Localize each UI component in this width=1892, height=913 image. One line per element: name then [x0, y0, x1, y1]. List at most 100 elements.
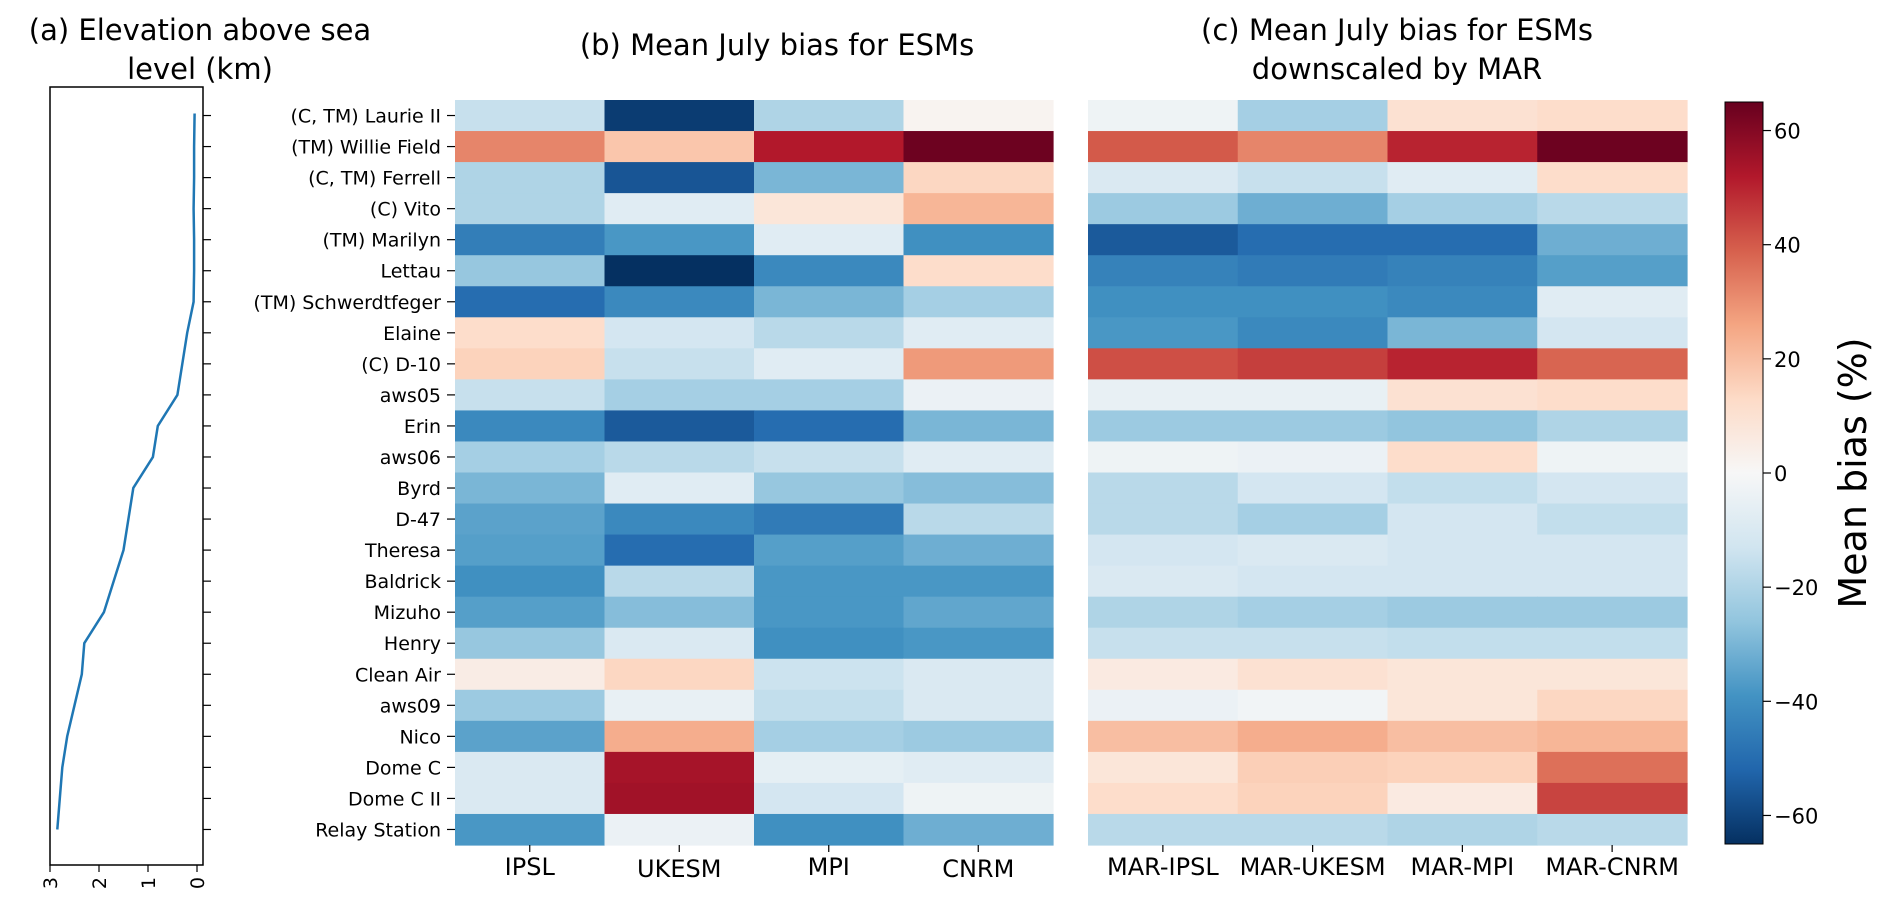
esm-cell [754, 689, 905, 722]
mar-cell [1088, 410, 1239, 443]
esm-cell [604, 627, 755, 660]
esm-cell [455, 596, 606, 629]
elevation-title-line1: (a) Elevation above sea [29, 13, 371, 47]
mar-cell [1387, 720, 1538, 753]
mar-cell [1237, 286, 1389, 318]
esm-cell [604, 720, 755, 753]
mar-cell [1387, 596, 1538, 629]
esm-cell [604, 379, 755, 412]
elevation-title-line2: level (km) [127, 52, 273, 86]
esm-heatmap-panel: (b) Mean July bias for ESMs (C, TM) Laur… [253, 28, 1054, 883]
esm-cell [903, 162, 1054, 194]
esm-cell [754, 317, 905, 349]
esm-cell [754, 658, 905, 691]
mar-cell [1237, 658, 1389, 691]
esm-col-label: UKESM [637, 855, 721, 883]
esm-cell [455, 689, 606, 722]
elevation-x-tick-label: 1 [138, 877, 160, 889]
esm-cell [754, 627, 905, 660]
mar-cell [1537, 348, 1688, 380]
esm-cell [754, 565, 905, 598]
esm-cell [455, 100, 606, 132]
mar-cell [1387, 441, 1538, 474]
station-label: Clean Air [355, 664, 441, 686]
esm-cell [903, 782, 1054, 815]
mar-cell [1088, 782, 1239, 815]
colorbar: 60 40 20 0 −20 −40 −60 Mean bias (%) [1724, 101, 1875, 845]
esm-cell [754, 286, 905, 318]
mar-cell [1237, 813, 1389, 846]
mar-col-label: MAR-UKESM [1240, 853, 1386, 881]
mar-col-label: MAR-MPI [1411, 853, 1515, 881]
esm-cell [455, 627, 606, 660]
colorbar-tick-label: −40 [1774, 690, 1818, 714]
esm-col-label: CNRM [942, 855, 1014, 883]
esm-cell [754, 379, 905, 412]
esm-cell [903, 131, 1054, 163]
esm-cell [604, 782, 755, 815]
elevation-line [56, 113, 196, 830]
mar-cell [1537, 100, 1688, 132]
esm-cell [604, 193, 755, 225]
mar-cell [1088, 596, 1239, 629]
station-label: (TM) Willie Field [291, 137, 441, 159]
mar-cell [1387, 472, 1538, 505]
mar-cell [1387, 782, 1538, 815]
elevation-x-tick-label: 0 [187, 877, 209, 889]
mar-cell [1237, 224, 1389, 256]
esm-cell [455, 193, 606, 225]
esm-col-label: IPSL [505, 853, 556, 881]
esm-cell [754, 193, 905, 225]
mar-cell [1088, 658, 1239, 691]
esm-cell [903, 100, 1054, 132]
esm-cell [604, 503, 755, 536]
esm-cell [604, 441, 755, 474]
esm-cell [754, 410, 905, 443]
mar-cell [1387, 131, 1538, 163]
mar-cell [1537, 813, 1688, 846]
mar-cell [1088, 503, 1239, 536]
esm-cell [754, 100, 905, 132]
station-label: Nico [399, 726, 441, 748]
esm-cell [604, 565, 755, 598]
mar-cell [1387, 348, 1538, 380]
esm-cell [604, 100, 755, 132]
mar-cell [1088, 565, 1239, 598]
mar-cell [1237, 131, 1389, 163]
esm-cell [455, 565, 606, 598]
esm-cell [455, 503, 606, 536]
esm-cell [903, 379, 1054, 412]
mar-cell [1237, 720, 1389, 753]
esm-cell [903, 317, 1054, 349]
mar-cell [1237, 689, 1389, 722]
esm-cell [903, 534, 1054, 567]
esm-cell [455, 441, 606, 474]
esm-cell [455, 751, 606, 784]
mar-cell [1088, 224, 1239, 256]
esm-cell [754, 813, 905, 846]
esm-cell [903, 720, 1054, 753]
esm-cell [604, 410, 755, 443]
station-label: Lettau [380, 261, 441, 283]
esm-cell [754, 131, 905, 163]
esm-cell [604, 224, 755, 256]
mar-cell [1537, 162, 1688, 194]
mar-cell [1088, 193, 1239, 225]
esm-cell [754, 751, 905, 784]
mar-cell [1537, 534, 1688, 567]
esm-cell [455, 379, 606, 412]
mar-cell [1237, 410, 1389, 443]
station-label: Erin [404, 416, 441, 438]
station-labels: (C, TM) Laurie II (TM) Willie Field (C, TM… [253, 106, 455, 841]
mar-cell [1237, 751, 1389, 784]
esm-cell [903, 689, 1054, 722]
station-label: aws06 [380, 447, 441, 469]
mar-cell [1237, 472, 1389, 505]
esm-column-labels: IPSL UKESM MPI CNRM [505, 845, 1014, 883]
mar-cell [1237, 379, 1389, 412]
colorbar-tick-label: 40 [1774, 234, 1801, 258]
esm-cell [903, 224, 1054, 256]
mar-cell [1088, 162, 1239, 194]
colorbar-tick-label: 0 [1774, 462, 1787, 486]
esm-cell [604, 534, 755, 567]
